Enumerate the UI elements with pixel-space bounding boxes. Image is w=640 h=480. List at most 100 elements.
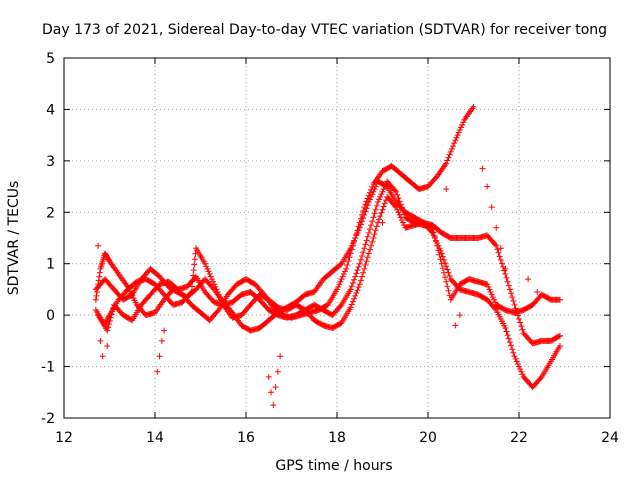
data-point-track-d	[492, 299, 499, 306]
data-point-track-d	[360, 249, 367, 256]
data-point-track-b	[498, 260, 505, 267]
data-point-outliers	[502, 265, 509, 272]
data-point-track-c	[208, 276, 215, 283]
y-tick-label: 0	[46, 308, 55, 324]
data-point-track-d	[106, 317, 113, 324]
data-point-track-d	[398, 204, 405, 211]
data-point-track-a	[459, 121, 466, 128]
data-point-track-c	[362, 262, 369, 268]
y-tick-label: 5	[46, 51, 55, 67]
data-point-track-d	[356, 260, 363, 267]
data-point-track-d	[556, 296, 563, 303]
data-point-track-a	[445, 154, 452, 161]
data-point-track-c	[368, 242, 375, 249]
data-point-track-c	[357, 277, 364, 284]
data-point-track-c	[191, 261, 198, 268]
data-point-track-d	[362, 241, 369, 248]
data-point-track-a	[450, 143, 457, 150]
data-point-track-d	[438, 260, 445, 267]
data-point-track-a	[448, 145, 455, 152]
data-point-track-d	[370, 214, 377, 221]
data-point-track-b	[555, 333, 562, 340]
data-point-outliers	[452, 322, 459, 329]
y-tick-label: 2	[46, 205, 55, 221]
data-point-track-b	[503, 274, 510, 281]
data-point-track-b	[355, 227, 362, 234]
data-point-outliers	[497, 245, 504, 252]
data-point-track-c	[372, 227, 379, 234]
data-point-outliers	[443, 186, 450, 193]
data-point-track-d	[486, 286, 493, 293]
data-point-track-c	[393, 204, 400, 211]
data-point-track-a	[460, 119, 467, 126]
data-point-track-c	[366, 246, 373, 253]
y-tick-label: 1	[46, 257, 55, 273]
data-point-track-d	[365, 229, 372, 236]
x-tick-label: 22	[510, 430, 528, 446]
data-point-track-a	[214, 308, 221, 315]
data-point-track-a	[341, 268, 348, 275]
data-point-track-c	[381, 200, 388, 207]
data-point-track-c	[502, 325, 509, 331]
data-point-track-c	[360, 269, 367, 276]
data-point-track-b	[497, 256, 504, 263]
data-point-track-b	[516, 316, 522, 322]
data-point-track-d	[377, 193, 384, 200]
data-point-track-c	[380, 203, 387, 210]
data-point-track-c	[443, 263, 450, 270]
data-point-track-c	[514, 361, 521, 367]
data-point-track-c	[210, 278, 217, 285]
data-point-track-c	[513, 358, 520, 365]
data-point-track-d	[354, 267, 361, 274]
data-point-outliers	[274, 368, 281, 375]
data-point-track-c	[394, 206, 401, 213]
data-point-track-d	[359, 253, 366, 259]
data-point-track-b	[369, 191, 376, 198]
data-point-track-a	[96, 273, 103, 280]
data-point-track-c	[518, 368, 525, 375]
data-point-track-a	[336, 281, 343, 288]
data-point-track-d	[361, 245, 368, 252]
data-point-track-d	[381, 183, 388, 190]
data-point-track-d	[348, 283, 355, 290]
data-point-track-d	[371, 210, 378, 217]
data-point-track-d	[489, 294, 496, 301]
data-point-track-b	[509, 294, 516, 301]
data-point-track-c	[212, 283, 219, 290]
data-point-track-b	[348, 242, 355, 249]
data-point-track-b	[364, 202, 371, 209]
data-point-track-a	[346, 254, 353, 261]
data-point-track-d	[374, 199, 381, 205]
data-point-track-c	[364, 254, 371, 261]
x-axis-label: GPS time / hours	[275, 458, 392, 474]
data-point-track-d	[364, 233, 371, 240]
data-point-track-b	[347, 245, 354, 252]
data-point-track-d	[368, 222, 375, 229]
data-point-outliers	[95, 242, 102, 249]
data-point-track-c	[504, 332, 511, 339]
data-point-track-b	[351, 237, 358, 244]
data-point-track-a	[446, 151, 453, 158]
data-point-outliers	[104, 343, 111, 349]
data-point-track-c	[398, 217, 405, 223]
data-point-outliers	[99, 353, 106, 360]
chart-title: Day 173 of 2021, Sidereal Day-to-day VTE…	[42, 22, 607, 38]
x-tick-label: 18	[328, 430, 346, 446]
data-point-track-a	[345, 258, 352, 265]
data-point-track-c	[503, 328, 510, 335]
data-point-track-a	[447, 148, 454, 155]
data-point-track-a	[452, 137, 459, 144]
data-point-track-c	[361, 265, 368, 272]
data-point-track-c	[352, 292, 359, 299]
data-point-track-c	[351, 295, 358, 302]
data-point-outliers	[97, 337, 104, 344]
data-point-track-c	[353, 289, 360, 296]
data-point-track-c	[378, 209, 385, 216]
y-axis-label: SDTVAR / TECUs	[6, 181, 22, 296]
data-point-track-d	[432, 238, 439, 245]
data-point-track-b	[510, 298, 517, 304]
data-point-track-c	[215, 291, 222, 298]
data-point-track-c	[211, 281, 218, 288]
data-point-track-c	[446, 272, 453, 279]
data-point-track-d	[399, 208, 406, 214]
